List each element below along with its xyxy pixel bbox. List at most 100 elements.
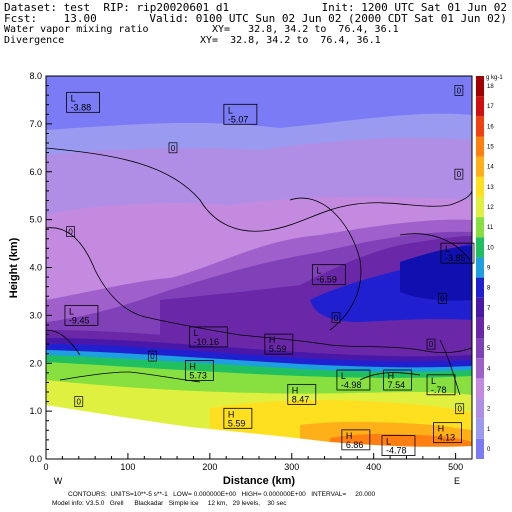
low-label: L-3.85: [440, 242, 475, 264]
contour-info: CONTOURS: UNITS=10**-5 s**-1 LOW= 0.0000…: [68, 491, 376, 498]
high-label: H5.59: [223, 407, 253, 429]
zero-contour-label: 0: [168, 142, 178, 154]
high-label: H5.59: [264, 333, 294, 355]
colorbar-swatch: [476, 277, 484, 298]
colorbar-swatch: [476, 438, 484, 459]
extremum-value: 4.13: [438, 433, 456, 443]
colorbar-swatch: [476, 76, 484, 97]
colorbar-level-label: 1: [487, 427, 491, 433]
y-tick-label: 7.0: [29, 119, 42, 129]
extremum-box: [341, 429, 371, 451]
colorbar-swatch: [476, 237, 484, 258]
colorbar-level-label: 3: [487, 386, 491, 392]
colorbar-level-label: 15: [487, 145, 494, 151]
low-label: L-4.98: [336, 369, 371, 391]
zero-label-box: [331, 312, 341, 324]
y-tick-label: 8.0: [29, 71, 42, 81]
extremum-box: [426, 374, 456, 396]
high-label: H7.54: [383, 369, 413, 391]
zero-label-text: 0: [440, 295, 445, 304]
colorbar-swatch: [476, 398, 484, 419]
colorbar-swatch: [476, 156, 484, 177]
contour-zero-labels: 0 0 0 0 0 0 0 0 0 0: [66, 85, 465, 415]
high-label: H4.13: [433, 422, 462, 444]
extremum-type: L: [228, 105, 233, 115]
colorbar-level-label: 4: [487, 366, 491, 372]
extremum-value: -4.98: [341, 380, 362, 390]
low-label: L-.78: [426, 374, 456, 396]
zero-label-box: [168, 142, 178, 154]
y-tick-label: 2.0: [29, 358, 42, 368]
zero-label-text: 0: [457, 405, 462, 414]
colorbar-level-label: 16: [487, 124, 494, 130]
extremum-box: [223, 407, 253, 429]
zero-label-text: 0: [429, 340, 434, 349]
extremum-type: H: [228, 409, 235, 419]
extremum-box: [264, 333, 294, 355]
low-label: L-6.59: [311, 264, 346, 286]
zero-label-text: 0: [171, 144, 176, 153]
zero-label-box: [438, 293, 447, 304]
x-axis-title: Distance (km): [223, 475, 295, 487]
extremum-box: [383, 369, 413, 391]
extremum-value: 6.86: [346, 440, 364, 450]
x-tick-label: 500: [448, 462, 463, 472]
zero-contour-label: 0: [66, 226, 75, 237]
extremum-type: L: [316, 266, 321, 276]
dataset-label: Dataset: test RIP: rip20020601 d1: [4, 1, 230, 14]
zero-label-box: [148, 350, 157, 362]
colorbar-level-label: 10: [487, 245, 494, 251]
colorbar-level-label: 17: [487, 104, 494, 110]
x-axis-west-label: W: [54, 476, 63, 486]
y-tick-label: 1.0: [29, 406, 42, 416]
colorbar-level-label: 18: [487, 84, 494, 90]
low-label: L-10.16: [189, 326, 228, 348]
extremum-value: 5.73: [189, 370, 207, 380]
y-axis-title: Height (km): [8, 237, 20, 298]
y-axis: 0.0 1.0 2.0 3.0 4.0 5.0 6.0 7.0 8.0: [29, 71, 52, 464]
colorbar-swatch: [476, 176, 484, 197]
extremum-type: H: [292, 385, 299, 395]
colorbar-unit-label: g kg-1: [486, 75, 503, 81]
extremum-type: L: [193, 328, 198, 338]
model-info: Model info: V3.5.0 Grell Blackadar Simpl…: [52, 500, 287, 507]
y-tick-label: 3.0: [29, 310, 42, 320]
extremum-value: -.78: [431, 385, 447, 395]
zero-label-box: [454, 85, 464, 96]
extremum-type: L: [341, 371, 346, 381]
zero-contour-label: 0: [331, 312, 341, 324]
extremum-value: -5.07: [228, 114, 249, 124]
x-axis: 0 100 200 300 400 500: [43, 453, 463, 472]
zero-label-text: 0: [77, 398, 82, 407]
colorbar-level-label: 12: [487, 205, 494, 211]
colorbar-swatch: [476, 196, 484, 218]
extremum-box: [189, 326, 228, 348]
high-label: H6.86: [341, 429, 371, 451]
colorbar-level-label: 2: [487, 407, 491, 413]
zero-label-box: [426, 338, 436, 350]
colorbar-level-label: 8: [487, 286, 491, 292]
zero-contour-label: 0: [148, 350, 157, 362]
x-tick-label: 200: [202, 462, 217, 472]
field1-label: Water vapor mixing ratio: [4, 24, 149, 35]
extremum-box: [184, 360, 214, 381]
extremum-value: -3.85: [445, 253, 466, 263]
colorbar-swatch: [476, 217, 484, 238]
zero-label-text: 0: [150, 352, 155, 361]
field1-xy-label: XY= 32.8, 34.2 to 76.4, 36.1: [212, 24, 399, 35]
zero-contour-label: 0: [426, 338, 436, 350]
zero-label-text: 0: [457, 170, 462, 179]
colorbar-swatch: [476, 338, 484, 359]
forecast-hour-label: Fcst: 13.00: [4, 12, 97, 25]
extremum-box: [433, 422, 462, 444]
colorbar-level-label: 0: [487, 447, 491, 453]
extremum-value: -3.88: [71, 102, 92, 112]
extremum-box: [223, 103, 258, 125]
extremum-type: L: [431, 376, 436, 386]
extremum-value: -6.59: [316, 275, 337, 285]
x-axis-east-label: E: [454, 476, 460, 486]
y-tick-label: 5.0: [29, 215, 42, 225]
x-tick-label: 0: [43, 462, 48, 472]
extremum-box: [311, 264, 346, 286]
